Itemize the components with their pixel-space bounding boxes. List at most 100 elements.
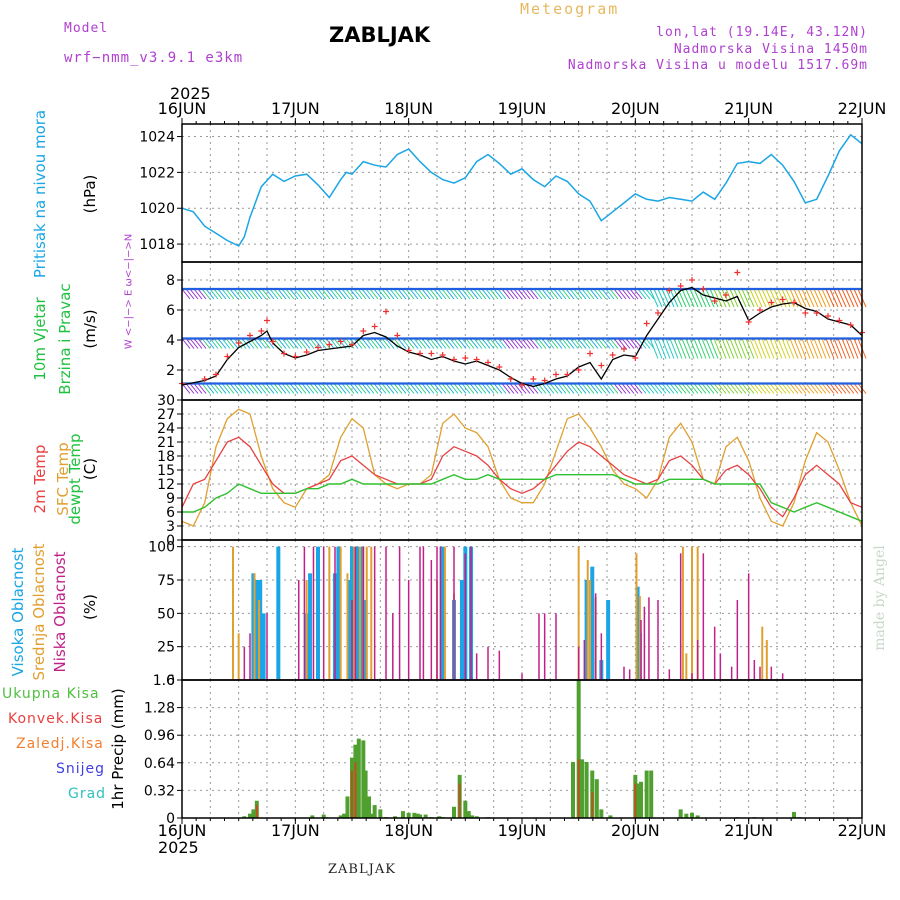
- wind-barb: [813, 383, 823, 394]
- wind-barb: [433, 383, 443, 394]
- wind-barb: [561, 338, 571, 349]
- wind-barb: [197, 338, 207, 349]
- wind-barb: [581, 383, 591, 394]
- wind-barb: [817, 288, 827, 308]
- wind-gust-marker: [689, 277, 695, 283]
- wind-barb: [657, 383, 667, 394]
- mid-cloud-bar: [365, 546, 368, 680]
- wind-barb: [509, 288, 519, 300]
- mid-cloud-bar: [635, 553, 638, 680]
- high-cloud-bar: [606, 600, 611, 680]
- wind-gust-marker: [496, 364, 503, 370]
- wind-barb: [497, 288, 507, 300]
- wind-barb: [365, 383, 375, 394]
- wind-barb: [837, 288, 847, 308]
- wind-gust-marker: [439, 352, 446, 358]
- wind-barb: [609, 383, 619, 394]
- wind-barb: [321, 383, 331, 394]
- wind-barb: [685, 288, 695, 308]
- low-cloud-bar: [702, 553, 705, 680]
- wind-barb: [685, 338, 695, 359]
- wind-barb: [385, 383, 395, 394]
- wind-barb: [469, 383, 479, 394]
- wind-barb: [549, 338, 559, 349]
- wind-barb: [573, 288, 583, 300]
- wind-barb: [365, 288, 375, 300]
- total-rain-bar: [423, 814, 428, 818]
- wind-barb: [217, 338, 227, 349]
- wind-barb: [853, 338, 863, 359]
- wind-barb: [457, 383, 467, 394]
- wind-barb: [361, 383, 371, 394]
- wind-barb: [221, 338, 231, 349]
- wind-barb: [429, 383, 439, 394]
- wind-barb: [641, 383, 651, 394]
- total-rain-bar: [684, 813, 689, 818]
- wind-barb: [705, 338, 715, 359]
- wind-barb: [357, 383, 367, 394]
- wind-barb: [597, 338, 607, 349]
- wind-barb: [841, 338, 851, 359]
- ytick-label: 6: [166, 505, 175, 521]
- wind-barb: [821, 288, 831, 308]
- wind-barb: [225, 288, 235, 300]
- wind-gust-marker: [371, 323, 378, 330]
- wind-barb: [625, 288, 635, 300]
- wind-gust-marker: [757, 307, 763, 313]
- xtick-bottom-label: 16JUN: [158, 821, 207, 840]
- total-rain-bar: [584, 761, 589, 818]
- wind-barb: [721, 338, 731, 359]
- wind-barb: [549, 288, 559, 300]
- wind-barb: [701, 338, 711, 359]
- wind-barb: [629, 383, 639, 394]
- wind-barb: [417, 338, 427, 349]
- wind-barb: [345, 288, 355, 300]
- high-cloud-bar: [355, 546, 360, 680]
- wind-barb: [577, 338, 587, 349]
- wind-barb: [541, 288, 551, 300]
- low-cloud-bar: [736, 600, 739, 680]
- wind-barb: [565, 383, 575, 394]
- conv-rain-bar: [577, 759, 580, 818]
- high-cloud-bar: [254, 580, 259, 680]
- wind-barb: [389, 383, 399, 394]
- wind-barb: [645, 383, 655, 394]
- wind-gust-marker: [315, 344, 321, 351]
- pressure-line: [181, 133, 863, 247]
- wind-barb: [573, 383, 583, 394]
- wind-barb: [345, 383, 355, 394]
- wind-barb: [201, 288, 211, 300]
- wind-barb: [845, 338, 855, 359]
- wind-barb: [541, 383, 551, 394]
- wind-barb: [349, 383, 359, 394]
- wind-gust-marker: [575, 367, 582, 373]
- wind-barb: [205, 288, 215, 300]
- wind-barb: [741, 383, 751, 394]
- ytick-label: 18: [157, 449, 175, 465]
- wind-gust-marker: [360, 328, 367, 334]
- ytick-label: 100: [148, 540, 175, 556]
- wind-barb: [789, 383, 799, 394]
- wind-barb: [453, 338, 463, 349]
- ytick-label: 1020: [139, 201, 175, 217]
- ytick-label: 0.64: [144, 756, 175, 772]
- wind-barb: [577, 288, 587, 300]
- wind-barb: [809, 383, 819, 394]
- wind-barb: [633, 288, 643, 300]
- ytick-label: 4: [166, 333, 175, 349]
- wind-barb: [725, 338, 735, 359]
- wind-barb: [469, 338, 479, 349]
- wind-barb: [265, 338, 275, 349]
- total-rain-bar: [470, 815, 475, 818]
- wind-gust-marker: [201, 376, 208, 382]
- wind-barb: [493, 383, 503, 394]
- wind-barb: [509, 338, 519, 349]
- low-cloud-bar: [747, 573, 750, 680]
- wind-barb: [477, 338, 487, 349]
- low-cloud-bar: [538, 613, 540, 680]
- model-label: Model: [64, 21, 109, 36]
- wind-barb: [425, 338, 435, 349]
- low-cloud-bar: [464, 553, 467, 680]
- wind-gust-marker: [632, 355, 639, 361]
- wind-barb: [505, 288, 515, 300]
